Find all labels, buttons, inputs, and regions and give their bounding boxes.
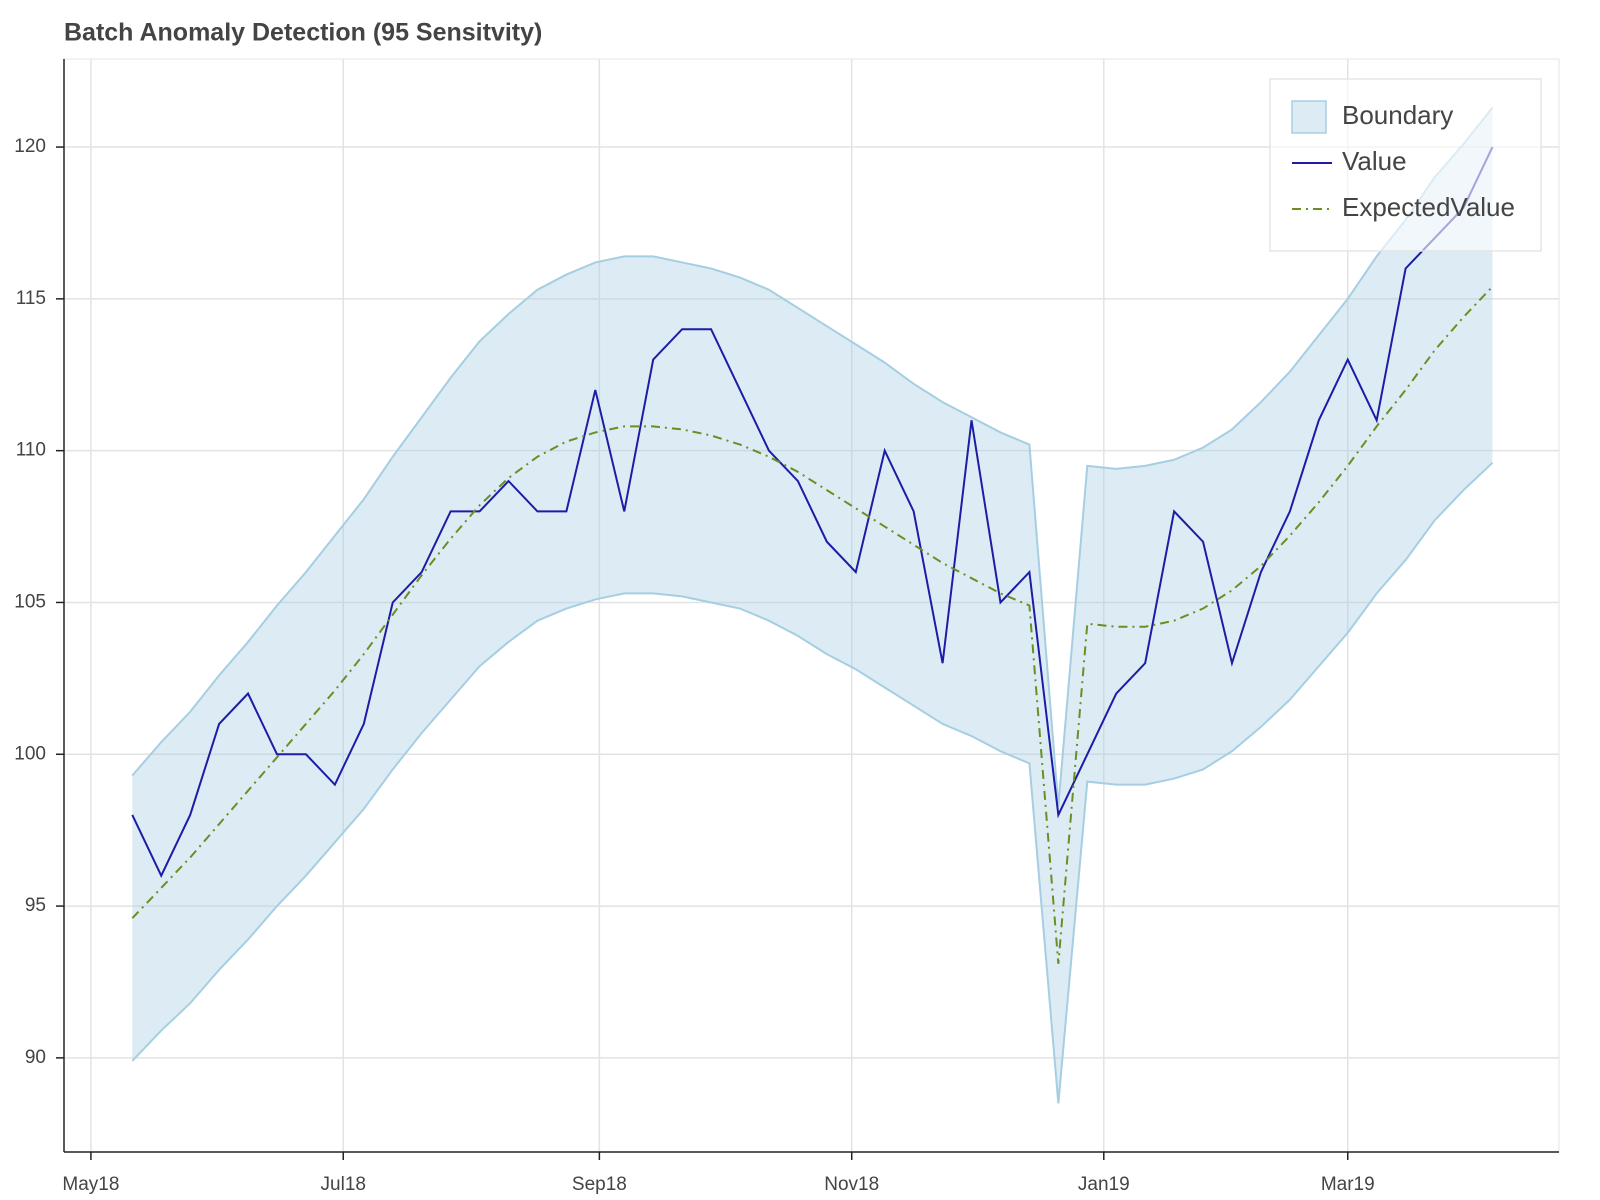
band-layer — [131, 106, 1494, 1104]
x-tick-label: Sep18 — [572, 1174, 627, 1195]
y-tick-label: 110 — [16, 440, 46, 461]
legend-box — [1269, 78, 1542, 252]
boundary-area — [132, 107, 1493, 1104]
boundary-lower — [131, 462, 1494, 1104]
x-tick-label: Nov18 — [824, 1174, 879, 1195]
legend-layer: Boundary Value ExpectedValue — [1269, 78, 1542, 252]
y-tick-label: 100 — [14, 743, 46, 764]
legend-swatch — [1291, 100, 1327, 134]
y-tick-label: 95 — [25, 895, 46, 916]
x-tick-label: May18 — [62, 1174, 119, 1195]
series-line — [131, 286, 1494, 964]
x-tick-label: Jul18 — [321, 1174, 366, 1195]
lines-layer — [131, 146, 1494, 964]
boundary-upper — [131, 106, 1494, 806]
y-tick-label: 90 — [25, 1047, 46, 1068]
x-tick-label: Jan19 — [1078, 1174, 1130, 1195]
legend-label: Value — [1342, 146, 1407, 176]
legend-label: Boundary — [1342, 100, 1453, 130]
axes-layer: 90 95 100 105 110 115 120 May18 Jul18 Sep18 Nov18 J… — [14, 59, 1559, 1195]
y-tick-label: 105 — [14, 591, 46, 612]
x-tick-label: Mar19 — [1321, 1174, 1375, 1195]
series-line — [131, 146, 1494, 879]
y-tick-label: 120 — [14, 136, 46, 157]
y-tick-label: 115 — [16, 288, 46, 309]
legend-label: ExpectedValue — [1342, 192, 1515, 222]
chart-title: Batch Anomaly Detection (95 Sensitvity) — [64, 19, 542, 47]
